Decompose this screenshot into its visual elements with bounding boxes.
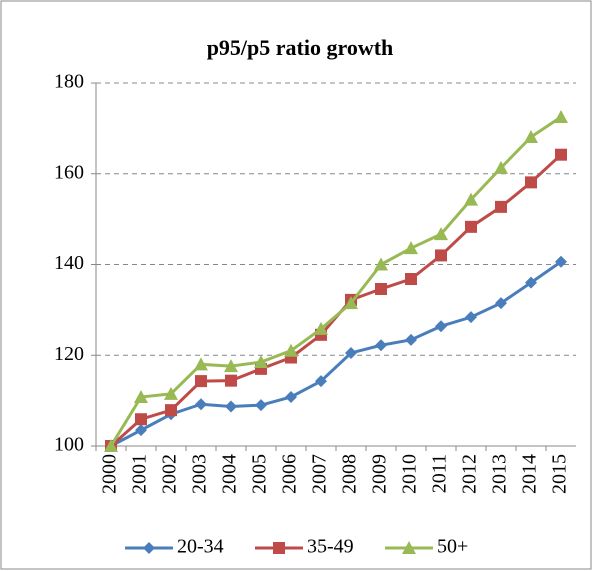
marker: [165, 404, 177, 417]
marker: [314, 321, 328, 335]
marker: [315, 375, 327, 388]
marker: [135, 424, 147, 437]
y-tick-label: 140: [54, 252, 84, 274]
marker: [555, 148, 567, 161]
marker: [405, 333, 417, 346]
marker: [273, 542, 285, 554]
chart-title: p95/p5 ratio growth: [207, 35, 394, 60]
marker: [435, 249, 447, 262]
y-tick-label: 180: [54, 71, 84, 93]
y-tick-label: 120: [54, 343, 84, 365]
x-tick-label: 2006: [279, 454, 301, 494]
x-tick-label: 2011: [429, 454, 451, 493]
marker: [225, 374, 237, 387]
x-tick-label: 2009: [369, 454, 391, 494]
marker: [224, 359, 238, 373]
marker: [435, 320, 447, 333]
marker: [284, 343, 298, 357]
x-tick-label: 2004: [219, 454, 241, 494]
x-tick-label: 2007: [309, 454, 331, 494]
marker: [194, 357, 208, 371]
marker: [495, 297, 507, 310]
marker: [465, 220, 477, 233]
marker: [525, 276, 537, 289]
x-tick-label: 2013: [489, 454, 511, 494]
x-tick-label: 2000: [99, 454, 121, 494]
y-tick-label: 160: [54, 161, 84, 183]
marker: [195, 375, 207, 388]
marker: [524, 129, 538, 143]
marker: [555, 255, 567, 268]
marker: [104, 439, 118, 452]
x-tick-label: 2001: [129, 454, 151, 494]
marker: [405, 273, 417, 286]
marker: [225, 400, 237, 413]
x-tick-label: 2003: [189, 454, 211, 494]
x-tick-label: 2010: [399, 454, 421, 494]
marker: [402, 541, 416, 554]
marker: [375, 283, 387, 296]
x-tick-label: 2008: [339, 454, 361, 494]
x-tick-label: 2005: [249, 454, 271, 494]
marker: [374, 257, 388, 271]
marker: [465, 311, 477, 324]
marker: [434, 227, 448, 241]
marker: [255, 399, 267, 412]
marker: [494, 160, 508, 174]
marker: [554, 110, 568, 124]
legend-label: 50+: [437, 536, 468, 558]
marker: [404, 241, 418, 255]
marker: [464, 192, 478, 206]
legend-label: 20-34: [177, 536, 224, 558]
series-line: [110, 260, 562, 448]
series-line: [109, 115, 562, 447]
x-tick-label: 2012: [459, 454, 481, 494]
legend-label: 35-49: [307, 536, 354, 558]
marker: [285, 390, 297, 403]
marker: [195, 398, 207, 411]
marker: [135, 413, 147, 426]
x-tick-label: 2015: [549, 454, 571, 494]
marker: [375, 339, 387, 352]
marker: [525, 176, 537, 189]
marker: [344, 296, 358, 310]
marker: [164, 386, 178, 400]
x-tick-label: 2002: [159, 454, 181, 494]
x-tick-label: 2014: [519, 454, 541, 494]
marker: [495, 200, 507, 213]
marker: [134, 389, 148, 403]
y-tick-label: 100: [54, 434, 84, 456]
marker: [143, 542, 155, 554]
marker: [345, 346, 357, 359]
marker: [254, 355, 268, 369]
